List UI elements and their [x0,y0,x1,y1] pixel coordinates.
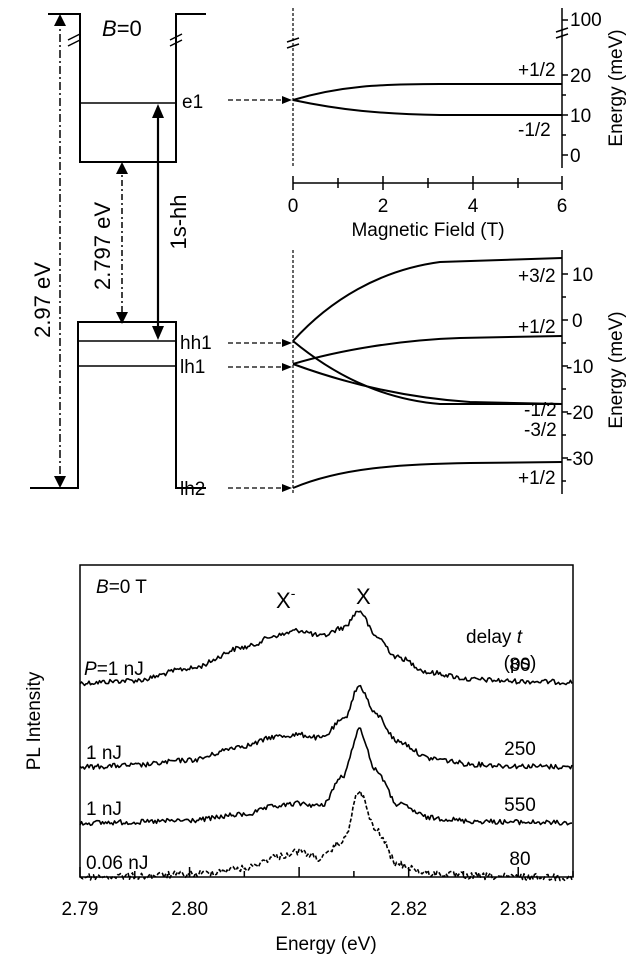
pl-xtick-label: 2.79 [62,899,99,920]
pl-series-line [79,790,573,882]
pl-field-label: B=0 T [96,577,147,598]
svg-text:-20: -20 [566,403,593,424]
pl-series-line [79,610,573,687]
hole-ylabel: Energy (meV) [606,311,627,428]
pl-delay-label: 550 [504,795,536,816]
electron-xlabel: Magnetic Field (T) [351,220,504,241]
svg-text:-3/2: -3/2 [524,420,557,441]
break-mark-right [169,33,183,47]
pl-xlabel: Energy (eV) [275,934,376,955]
hole-branch-lh-p12 [292,335,563,365]
b0-label: B=0 [102,16,142,41]
pl-xtick-label: 2.81 [281,899,318,920]
hole-yticks: 10 0 -10 -20 -30 [562,265,593,482]
svg-text:0: 0 [572,311,583,332]
pl-xticks: 2.79 2.80 2.81 2.82 2.83 [62,867,574,920]
svg-text:0: 0 [288,196,299,217]
lh2-label: lh2 [180,479,205,500]
hole-branch-m32 [292,340,562,405]
electron-branch-plus [292,83,562,101]
pl-delay-header-1: delay t [466,627,523,648]
band-diagram: B=0 e1 hh1 lh1 lh2 2.97 eV 2.797 eV 1s-h… [30,13,292,500]
pl-power-label: 0.06 nJ [86,853,148,874]
pl-xtick-label: 2.83 [500,899,537,920]
svg-text:20: 20 [570,66,591,87]
svg-text:2: 2 [378,196,389,217]
transition-label: 1s-hh [166,194,191,249]
electron-branch-minus [292,99,562,116]
break-mark-left [67,33,81,47]
svg-text:4: 4 [468,196,479,217]
pl-xtick-label: 2.82 [390,899,427,920]
conduction-well [48,13,206,163]
pl-power-label: 1 nJ [86,799,122,820]
pl-series-line [79,684,573,770]
svg-text:10: 10 [570,106,591,127]
pl-frame [79,564,574,878]
svg-text:6: 6 [557,196,568,217]
pl-delay-label: 80 [509,849,530,870]
pl-delay-header-2: (ps) [504,653,537,674]
svg-text:0: 0 [570,146,581,167]
svg-text:-10: -10 [566,357,593,378]
svg-text:+3/2: +3/2 [518,266,556,287]
svg-text:100: 100 [570,10,602,31]
pl-chart: 2.79 2.80 2.81 2.82 2.83 B=0 T X- X delay t … [24,564,574,955]
pl-curves [79,610,573,882]
pl-power-label: 1 nJ [86,743,122,764]
pl-xtick-label: 2.80 [171,899,208,920]
svg-text:-30: -30 [566,449,593,470]
total-gap-label: 2.97 eV [30,262,55,338]
pl-series-labels: P=1 nJ 80 1 nJ 250 1 nJ 550 0.06 nJ 80 [84,655,536,874]
e1-label: e1 [182,92,203,113]
hole-branch-p32 [292,257,563,342]
pl-series-line [79,727,573,827]
electron-zeeman-panel: 100 20 10 0 Energy (meV) +1/2 -1/2 0 2 4… [286,8,627,241]
hole-zeeman-panel: 10 0 -10 -20 -30 Energy (meV) +3/2 +1/2 … [292,250,627,494]
valence-well [30,321,206,489]
svg-text:-1/2: -1/2 [524,400,557,421]
svg-text:10: 10 [572,265,593,286]
pl-ylabel: PL Intensity [24,671,45,770]
hole-branch-lh2 [292,461,563,489]
hh1-label: hh1 [180,333,212,354]
lh1-label: lh1 [180,357,205,378]
hole-branch-lh-m12 [292,363,563,405]
electron-label-plus: +1/2 [518,60,556,81]
electron-xticks: 0 2 4 6 [288,176,568,217]
pl-delay-label: 80 [509,655,530,676]
pl-peak-trion: X- [276,585,296,613]
svg-text:+1/2: +1/2 [518,317,556,338]
pl-delay-label: 250 [504,739,536,760]
pl-power-label: P=1 nJ [84,659,144,680]
electron-ylabel: Energy (meV) [606,29,627,146]
pl-peak-exciton: X [356,584,371,609]
svg-text:+1/2: +1/2 [518,468,556,489]
electron-label-minus: -1/2 [518,120,551,141]
well-gap-label: 2.797 eV [90,202,115,290]
electron-yticks: 100 20 10 0 [562,10,602,167]
